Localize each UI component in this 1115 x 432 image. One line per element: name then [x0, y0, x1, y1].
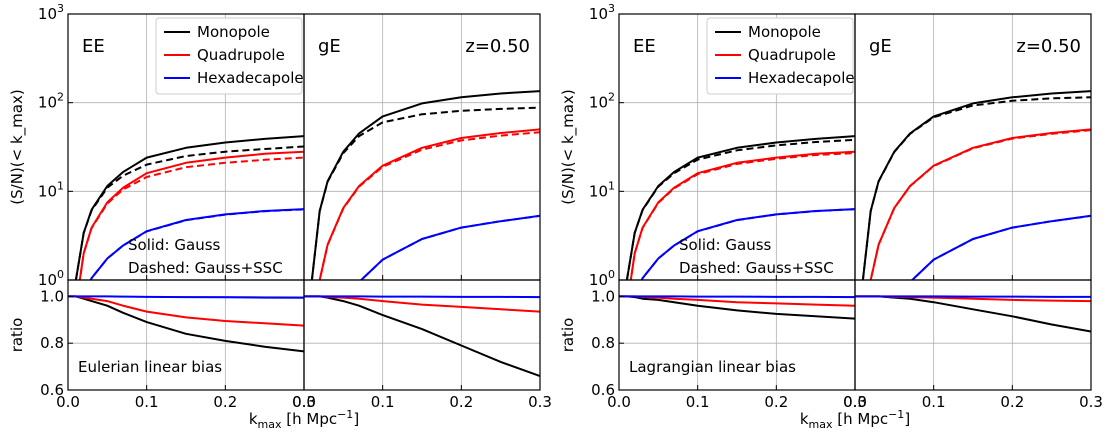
hexadecapole-ratio-line	[68, 295, 304, 299]
monopole-dashed-line	[310, 106, 540, 280]
legend-box	[155, 17, 303, 95]
x-tick-label: 0.0	[56, 393, 80, 411]
top-plot-area	[861, 90, 1091, 280]
x-tick-label: 0.1	[371, 393, 395, 411]
hexadecapole-ratio-line	[619, 295, 855, 299]
y-tick-label: 103	[589, 2, 615, 23]
plot-marks: 0.0 0.1 0.2 0.3 100 101 102 103 0.6 0.8 1.0 0.0 0.1 0…	[38, 2, 1103, 411]
monopole-ratio-line	[304, 295, 540, 377]
x-tick-label: 0.3	[528, 393, 552, 411]
y-tick-label: 103	[38, 2, 64, 23]
legend-label-monopole: Monopole	[197, 23, 270, 41]
hexadecapole-ratio-line	[855, 295, 1091, 298]
x-tick-label: 0.1	[135, 393, 159, 411]
top-plot-area	[625, 135, 855, 280]
legend-box	[706, 17, 854, 95]
ratio-tick-label: 1.0	[591, 287, 615, 305]
y-tick-label: 102	[589, 91, 615, 112]
y-tick-label: 101	[38, 179, 64, 200]
legend-label-hexadecapole: Hexadecapole	[748, 69, 855, 87]
monopole-ratio-line	[619, 295, 855, 320]
redshift-label: z=0.50	[465, 36, 530, 57]
top-plot-area	[310, 90, 540, 280]
x-tick-label: 0.0	[843, 393, 867, 411]
x-tick-label: 0.2	[213, 393, 237, 411]
legend-label-hexadecapole: Hexadecapole	[197, 69, 304, 87]
figure-left: (S/N)(< k_max) ratio kmax [h Mpc−1] Mono…	[8, 17, 359, 431]
xlabel: kmax [h Mpc−1]	[249, 408, 359, 431]
x-tick-label: 0.0	[292, 393, 316, 411]
ratio-plot-area	[68, 295, 304, 353]
panel-label: gE	[869, 36, 892, 57]
quadrupole-dashed-line	[318, 131, 540, 280]
y-tick-label: 101	[589, 179, 615, 200]
redshift-label: z=0.50	[1016, 36, 1081, 57]
panel-label: gE	[318, 36, 341, 57]
ratio-tick-label: 0.8	[591, 334, 615, 352]
hexadecapole-solid-line	[910, 214, 1091, 280]
monopole-dashed-line	[74, 145, 304, 280]
legend: Monopole Quadrupole Hexadecapole	[706, 17, 855, 95]
bias-label: Eulerian linear bias	[78, 358, 222, 376]
quadrupole-dashed-line	[629, 152, 855, 280]
hexadecapole-dashed-line	[910, 214, 1091, 280]
top-plot-area	[74, 135, 304, 280]
legend-label-quadrupole: Quadrupole	[748, 46, 836, 64]
quadrupole-ratio-line	[68, 295, 304, 327]
hexadecapole-dashed-line	[640, 208, 855, 280]
ratio-plot-area	[619, 295, 855, 320]
x-tick-label: 0.3	[1079, 393, 1103, 411]
x-tick-label: 0.2	[1000, 393, 1024, 411]
x-tick-label: 0.3	[843, 393, 867, 411]
legend: Monopole Quadrupole Hexadecapole	[155, 17, 304, 95]
monopole-solid-line	[861, 90, 1091, 280]
note-solid: Solid: Gauss	[679, 236, 772, 254]
quadrupole-solid-line	[629, 150, 855, 280]
ratio-tick-label: 0.6	[591, 381, 615, 399]
quadrupole-dashed-line	[869, 129, 1091, 280]
hexadecapole-solid-line	[359, 214, 540, 280]
hexadecapole-dashed-line	[89, 208, 304, 280]
ratio-axes-frame	[303, 279, 541, 391]
note-dashed: Dashed: Gauss+SSC	[128, 259, 283, 277]
x-tick-label: 0.2	[449, 393, 473, 411]
quadrupole-dashed-line	[78, 156, 304, 280]
ratio-tick-label: 0.6	[40, 381, 64, 399]
ratio-plot-area	[304, 295, 540, 377]
note-solid: Solid: Gauss	[128, 236, 221, 254]
bias-label: Lagrangian linear bias	[629, 358, 796, 376]
y-tick-label: 100	[38, 268, 64, 289]
quadrupole-ratio-line	[304, 295, 540, 313]
quadrupole-solid-line	[78, 150, 304, 280]
ratio-tick-label: 1.0	[40, 287, 64, 305]
monopole-dashed-line	[625, 138, 855, 280]
x-tick-label: 0.2	[764, 393, 788, 411]
hexadecapole-ratio-line	[304, 295, 540, 299]
bottom-ylabel: ratio	[559, 318, 577, 353]
bottom-ylabel: ratio	[8, 318, 26, 353]
y-tick-label: 100	[589, 268, 615, 289]
ratio-plot-area	[855, 295, 1091, 333]
top-ylabel: (S/N)(< k_max)	[8, 89, 27, 204]
xlabel: kmax [h Mpc−1]	[800, 408, 910, 431]
y-tick-label: 102	[38, 91, 64, 112]
legend-label-quadrupole: Quadrupole	[197, 46, 285, 64]
x-tick-label: 0.1	[922, 393, 946, 411]
ratio-axes-frame	[854, 279, 1092, 391]
monopole-ratio-line	[855, 295, 1091, 333]
top-ylabel: (S/N)(< k_max)	[559, 89, 578, 204]
panel-label: EE	[82, 36, 105, 57]
panel-label: EE	[633, 36, 656, 57]
monopole-dashed-line	[861, 96, 1091, 280]
figure-right: (S/N)(< k_max) ratio kmax [h Mpc−1] Mono…	[559, 17, 910, 431]
x-tick-label: 0.0	[607, 393, 631, 411]
ratio-tick-label: 0.8	[40, 334, 64, 352]
x-tick-label: 0.3	[292, 393, 316, 411]
legend-label-monopole: Monopole	[748, 23, 821, 41]
note-dashed: Dashed: Gauss+SSC	[679, 259, 834, 277]
monopole-solid-line	[310, 90, 540, 280]
x-tick-label: 0.1	[686, 393, 710, 411]
